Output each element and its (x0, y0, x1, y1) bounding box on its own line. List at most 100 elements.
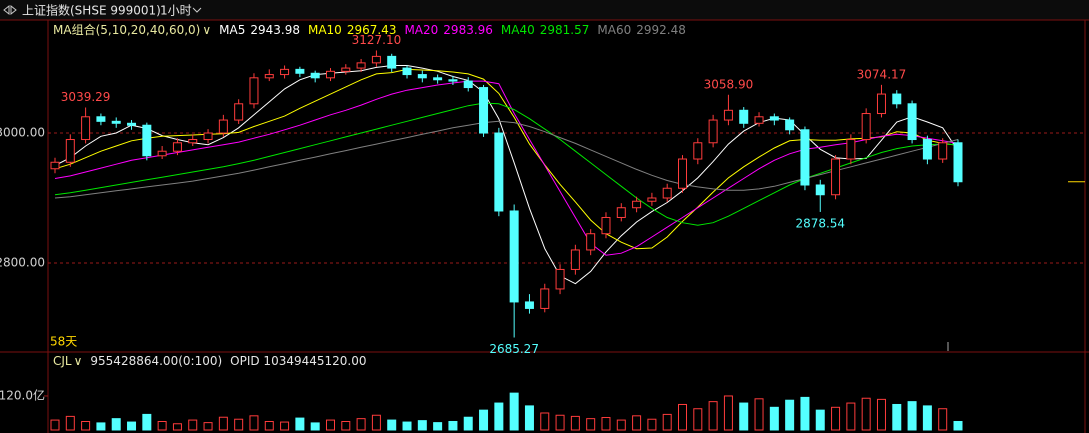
toolbar (0, 0, 1089, 20)
volume-bar (555, 414, 565, 431)
high-label: 3039.29 (61, 90, 111, 104)
candle-body (769, 116, 779, 121)
legend-name: MA40 (501, 23, 535, 37)
candle-body (463, 80, 473, 89)
indicator-name: CJL (53, 354, 72, 368)
volume-bar (785, 399, 795, 431)
candle-body (678, 158, 688, 189)
high-label: 3127.10 (352, 33, 402, 47)
legend-value: 2983.96 (443, 23, 493, 37)
candle-body (831, 158, 841, 196)
candle-body (785, 119, 795, 131)
volume-bar (203, 422, 213, 431)
candle-body (876, 93, 886, 115)
candle-body (249, 77, 259, 105)
candle-body (892, 93, 902, 105)
volume-bar (892, 403, 902, 431)
candle-body (264, 74, 274, 79)
candle-body (922, 139, 932, 160)
candle-body (295, 68, 305, 74)
candle-body (632, 200, 642, 209)
candle-body (739, 109, 749, 124)
volume-bar (371, 414, 381, 431)
volume-legend: CJL ∨ 955428864.00(0:100) OPID 10349445120.… (53, 354, 367, 368)
candle-body (708, 119, 718, 144)
indicator-name: MA组合(5,10,20,40,60,0) (53, 22, 200, 37)
volume-bar (754, 398, 764, 431)
high-label: 3058.90 (704, 77, 754, 91)
candle-body (387, 55, 397, 69)
volume-bar (142, 413, 152, 431)
volume-bar (739, 402, 749, 431)
volume-bar (586, 418, 596, 431)
volume-bar (570, 415, 580, 431)
low-label: 2685.27 (489, 342, 539, 356)
candle-body (96, 116, 106, 122)
candle-body (861, 113, 871, 141)
candle-body (647, 197, 657, 202)
volume-bar (417, 420, 427, 431)
indicator-readout: 955428864.00(0:100) (90, 354, 222, 368)
candle-body (509, 210, 519, 303)
volume-bar (325, 419, 335, 431)
y-tick-label: 3000.00 (0, 126, 45, 140)
candle-body (754, 116, 764, 124)
volume-bar (65, 415, 75, 431)
period[interactable]: 1小时 (160, 4, 192, 18)
candle-body (218, 119, 228, 134)
candle-body (341, 67, 351, 72)
volume-bar (647, 418, 657, 431)
candle-body (800, 129, 810, 186)
volume-bar (295, 417, 305, 431)
volume-bar (448, 420, 458, 431)
volume-bar (708, 401, 718, 431)
candle-body (693, 142, 703, 160)
volume-bar (433, 422, 443, 431)
legend: MA组合(5,10,20,40,60,0) ∨ MA5 2943.98 MA10 2967… (53, 22, 686, 37)
candle-body (371, 55, 381, 64)
volume-bar (846, 402, 856, 431)
candle-body (402, 67, 412, 76)
volume-bar (693, 408, 703, 431)
volume-bar (127, 421, 137, 431)
volume-bar (938, 408, 948, 431)
candle-body (479, 87, 489, 134)
volume-bar (632, 415, 642, 431)
candle-body (280, 68, 290, 76)
candle-body (723, 109, 733, 121)
legend-name: MA10 (308, 23, 342, 37)
volume-bar (815, 409, 825, 431)
candle-body (433, 77, 443, 81)
volume-bar (157, 420, 167, 431)
candle-body (555, 268, 565, 290)
candle-body (50, 161, 60, 170)
nav-icon[interactable] (3, 4, 17, 16)
legend-value: 2992.48 (636, 23, 686, 37)
candle-body (172, 142, 182, 152)
candle-body (601, 216, 611, 235)
volume-bar (616, 419, 626, 431)
candle-body (938, 142, 948, 160)
volume-bar (662, 413, 672, 431)
candle-body (111, 120, 121, 124)
volume-bar (494, 402, 504, 431)
legend-name: MA20 (404, 23, 438, 37)
period-dropdown[interactable] (192, 7, 202, 13)
legend-value: 2967.43 (347, 23, 397, 37)
candle-body (616, 207, 626, 218)
candle-body (310, 72, 320, 79)
volume-bar (264, 420, 274, 431)
volume-bar (831, 406, 841, 431)
candle-body (203, 132, 213, 141)
volume-bar (356, 418, 366, 431)
volume-bar (861, 397, 871, 431)
candle-body (815, 184, 825, 196)
symbol[interactable]: 上证指数(SHSE 999001) (22, 3, 161, 18)
candle-body (417, 74, 427, 79)
candle-body (570, 249, 580, 270)
candle-body (325, 70, 335, 79)
candle-body (846, 139, 856, 160)
legend-name: MA5 (219, 23, 245, 37)
candle-body (540, 288, 550, 309)
volume-bar (96, 422, 106, 431)
